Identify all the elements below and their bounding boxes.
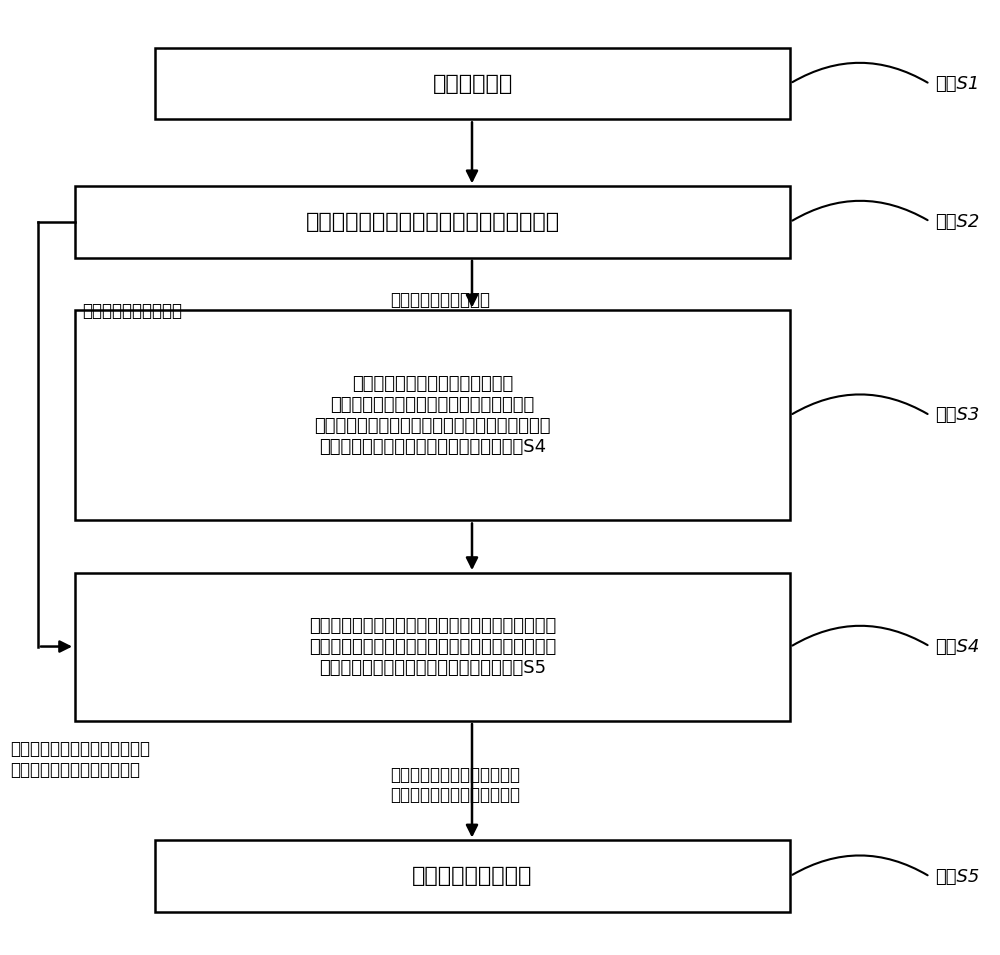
Text: 步骤S5: 步骤S5 — [935, 868, 979, 885]
Text: 判断任务为重要任务时: 判断任务为重要任务时 — [390, 291, 490, 308]
FancyArrowPatch shape — [792, 856, 928, 876]
Text: 步骤S1: 步骤S1 — [935, 75, 979, 93]
Text: 步骤S4: 步骤S4 — [935, 638, 979, 655]
Text: 步骤S2: 步骤S2 — [935, 213, 979, 230]
Text: 普通资源池中包含至少一个符合任务的资源时，从普
通资源池中随机选取资源执行任务，普通资源池中不
包含任何一个符合任务的资源时，执行步骤S5: 普通资源池中包含至少一个符合任务的资源时，从普 通资源池中随机选取资源执行任务，… — [309, 617, 556, 677]
Text: 结束本任务调度周期: 结束本任务调度周期 — [412, 866, 533, 886]
Text: 初始化标志位: 初始化标志位 — [432, 74, 513, 94]
FancyArrowPatch shape — [792, 626, 928, 646]
Text: 步骤S3: 步骤S3 — [935, 407, 979, 424]
FancyBboxPatch shape — [75, 310, 790, 520]
Text: 优秀资源池中包含至少一个符合该
任务的资源时，从优秀资源池中随机选取资
源执行任务，优秀资源池中不包含任何一个符合任
务的资源时，将任务当成普通任务执行步骤S4: 优秀资源池中包含至少一个符合该 任务的资源时，从优秀资源池中随机选取资 源执行任… — [314, 375, 551, 456]
FancyBboxPatch shape — [155, 840, 790, 912]
FancyBboxPatch shape — [75, 186, 790, 258]
FancyArrowPatch shape — [792, 201, 928, 221]
Text: 判断任务为普通任务时: 判断任务为普通任务时 — [82, 303, 182, 320]
Text: 判断本任务调度周期时间没有结
束并且存在非空的任务队列时: 判断本任务调度周期时间没有结 束并且存在非空的任务队列时 — [10, 740, 150, 778]
Text: 选取一个非空的任务队列，选取队首的任务: 选取一个非空的任务队列，选取队首的任务 — [305, 212, 560, 232]
FancyBboxPatch shape — [75, 573, 790, 721]
Text: 判断本任务调度周期时间结束
或者不存在非空的任务队列时: 判断本任务调度周期时间结束 或者不存在非空的任务队列时 — [390, 766, 520, 804]
FancyBboxPatch shape — [155, 48, 790, 119]
FancyArrowPatch shape — [792, 394, 928, 414]
FancyArrowPatch shape — [792, 63, 928, 83]
